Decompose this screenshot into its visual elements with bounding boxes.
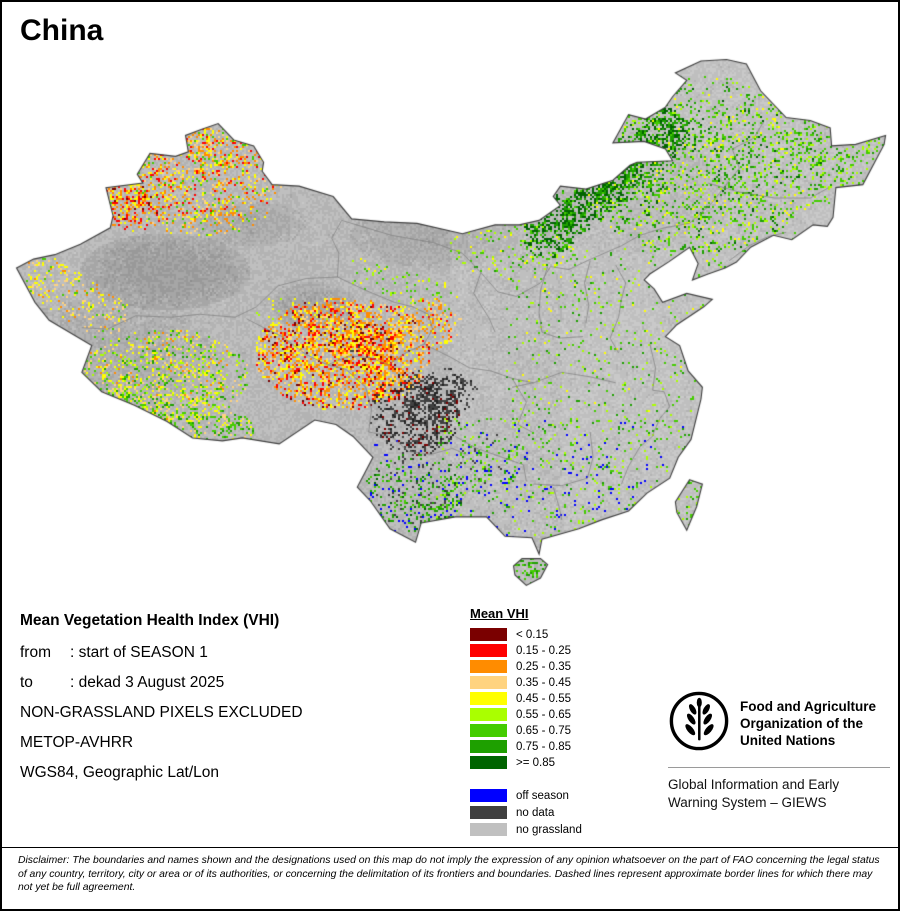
meta-to-value: : dekad 3 August 2025	[70, 674, 225, 691]
legend-swatch	[470, 708, 507, 721]
fao-logo-icon	[668, 690, 730, 757]
meta-line-exclusion: NON-GRASSLAND PIXELS EXCLUDED	[20, 704, 303, 721]
legend-label: 0.15 - 0.25	[516, 644, 571, 657]
legend-swatch	[470, 660, 507, 673]
legend: Mean VHI < 0.15 0.15 - 0.25 0.25 - 0.35 …	[470, 606, 582, 840]
giews-caption: Global Information and Early Warning Sys…	[668, 776, 890, 812]
legend-swatch	[470, 724, 507, 737]
legend-label: < 0.15	[516, 628, 549, 641]
legend-title: Mean VHI	[470, 606, 529, 621]
legend-label: no grassland	[516, 823, 582, 836]
meta-line-projection: WGS84, Geographic Lat/Lon	[20, 764, 220, 781]
meta-heading: Mean Vegetation Health Index (VHI)	[20, 612, 280, 629]
legend-swatch	[470, 756, 507, 769]
legend-row: 0.45 - 0.55	[470, 692, 582, 705]
fao-org-line: Organization of the	[740, 716, 863, 731]
legend-row: no data	[470, 806, 582, 819]
legend-row: < 0.15	[470, 628, 582, 641]
legend-extra-group: off season no data no grassland	[470, 789, 582, 836]
legend-swatch	[470, 789, 507, 802]
legend-swatch	[470, 806, 507, 819]
legend-row: off season	[470, 789, 582, 802]
giews-line: Global Information and Early	[668, 777, 840, 792]
page-title: China	[20, 14, 104, 47]
legend-row: 0.15 - 0.25	[470, 644, 582, 657]
fao-divider	[668, 767, 890, 768]
legend-label: 0.65 - 0.75	[516, 724, 571, 737]
legend-row: 0.25 - 0.35	[470, 660, 582, 673]
meta-from-value: : start of SEASON 1	[70, 644, 208, 661]
map-metadata: Mean Vegetation Health Index (VHI) from:…	[20, 612, 303, 794]
legend-label: no data	[516, 806, 555, 819]
legend-swatch	[470, 676, 507, 689]
legend-swatch	[470, 644, 507, 657]
legend-label: 0.35 - 0.45	[516, 676, 571, 689]
legend-row: >= 0.85	[470, 756, 582, 769]
giews-line: Warning System – GIEWS	[668, 795, 827, 810]
legend-label: >= 0.85	[516, 756, 556, 769]
vhi-map-canvas	[2, 2, 898, 606]
legend-swatch	[470, 628, 507, 641]
legend-row: no grassland	[470, 823, 582, 836]
legend-swatch	[470, 823, 507, 836]
legend-swatch	[470, 740, 507, 753]
meta-to-label: to	[20, 674, 33, 691]
disclaimer-text: Disclaimer: The boundaries and names sho…	[18, 855, 880, 894]
legend-row: 0.35 - 0.45	[470, 676, 582, 689]
legend-label: off season	[516, 789, 569, 802]
fao-block: Food and Agriculture Organization of the…	[668, 690, 890, 812]
legend-swatch	[470, 692, 507, 705]
legend-label: 0.25 - 0.35	[516, 660, 571, 673]
disclaimer-divider	[2, 847, 898, 848]
legend-row: 0.75 - 0.85	[470, 740, 582, 753]
legend-label: 0.75 - 0.85	[516, 740, 571, 753]
meta-row-to: to : dekad 3 August 2025	[20, 674, 303, 691]
legend-label: 0.55 - 0.65	[516, 708, 571, 721]
meta-line-sensor: METOP-AVHRR	[20, 734, 134, 751]
fao-org-line: United Nations	[740, 733, 836, 748]
legend-row: 0.65 - 0.75	[470, 724, 582, 737]
meta-from-label: from	[20, 644, 51, 661]
legend-row: 0.55 - 0.65	[470, 708, 582, 721]
meta-row-from: from : start of SEASON 1	[20, 644, 303, 661]
fao-org-name: Food and Agriculture Organization of the…	[740, 698, 876, 749]
legend-label: 0.45 - 0.55	[516, 692, 571, 705]
fao-org-line: Food and Agriculture	[740, 699, 876, 714]
